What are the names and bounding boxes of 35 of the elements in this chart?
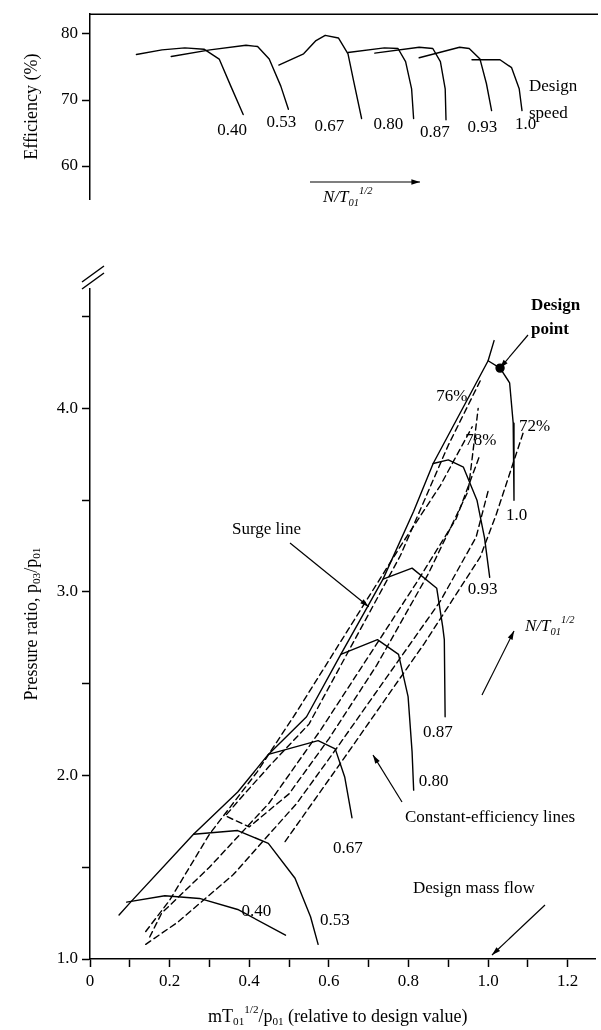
series-label: 0.53 bbox=[266, 111, 297, 131]
y-tick-label: 1.0 bbox=[56, 948, 78, 968]
series-label: 0.53 bbox=[320, 909, 350, 929]
series-label: 76% bbox=[436, 385, 468, 405]
series-label: 0.80 bbox=[373, 113, 404, 133]
annotation: Design mass flow bbox=[413, 878, 536, 898]
y-tick-label: 3.0 bbox=[56, 581, 78, 601]
series-label: 0.67 bbox=[332, 838, 364, 858]
x-tick-label: 0 bbox=[85, 970, 95, 990]
y-tick-label: 70 bbox=[61, 89, 78, 109]
series-label: 0.87 bbox=[423, 722, 454, 742]
annotation: Design point bbox=[531, 295, 581, 339]
annotation: Surge line bbox=[232, 519, 302, 539]
series-label: 0.40 bbox=[241, 900, 272, 920]
x-tick-label: 0.8 bbox=[397, 970, 420, 990]
series-label: 1.0 bbox=[505, 504, 528, 524]
x-tick-label: 1.2 bbox=[557, 970, 579, 990]
series-label: 0.93 bbox=[467, 578, 498, 598]
series-label: 0.67 bbox=[314, 115, 345, 135]
y-tick-label: 4.0 bbox=[56, 397, 78, 417]
y-tick-label: 80 bbox=[61, 23, 78, 43]
series-label: 0.40 bbox=[217, 119, 247, 139]
x-tick-label: 0.2 bbox=[159, 970, 181, 990]
series-label: 0.87 bbox=[420, 122, 451, 142]
series-label: 0.93 bbox=[467, 117, 498, 137]
x-tick-label: 0.6 bbox=[318, 970, 340, 990]
y-tick-label: 60 bbox=[61, 155, 78, 175]
series-label: 0.80 bbox=[418, 770, 449, 790]
annotation: Constant-efficiency lines bbox=[405, 807, 576, 827]
y-axis-title: Efficiency (%) bbox=[20, 53, 42, 160]
series-label: 72% bbox=[518, 415, 551, 435]
y-tick-label: 2.0 bbox=[56, 764, 78, 784]
x-tick-label: 1.0 bbox=[477, 970, 499, 990]
x-tick-label: 0.4 bbox=[238, 970, 261, 990]
series-label: 78% bbox=[465, 430, 497, 450]
